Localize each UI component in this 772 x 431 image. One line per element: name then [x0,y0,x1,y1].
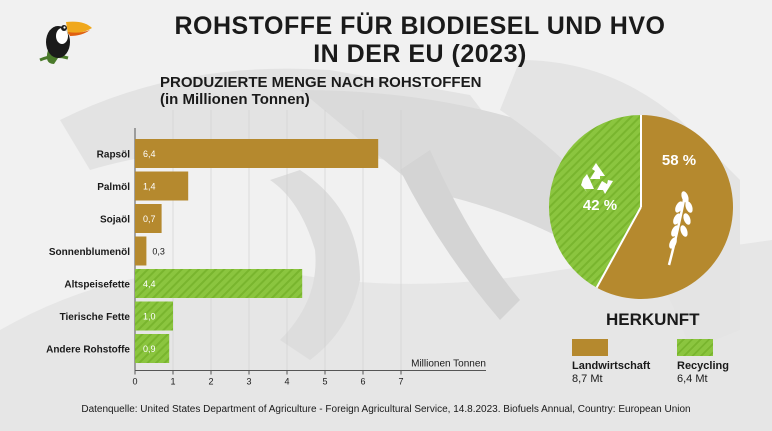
recycle-icon [581,163,613,194]
bar-3 [135,236,147,266]
x-tick-label: 5 [322,377,327,387]
value-label: 0,7 [143,214,156,224]
legend-landwirtschaft: Landwirtschaft 8,7 Mt [572,339,650,386]
page-title: ROHSTOFFE FÜR BIODIESEL UND HVO IN DER E… [160,12,680,68]
pie-label-recycling: 42 % [583,197,617,214]
bar-0 [135,139,379,168]
x-tick-label: 4 [284,377,289,387]
legend-swatch-recycling [677,339,713,356]
subtitle-line-2: (in Millionen Tonnen) [160,91,310,108]
x-tick-label: 2 [208,377,213,387]
bar-2 [135,204,162,233]
bar-5 [135,301,173,331]
x-tick-label: 6 [360,377,365,387]
legend-label-recycling: Recycling [677,360,729,372]
legend-amount-landwirtschaft: 8,7 Mt [572,373,603,385]
x-tick-label: 0 [132,377,137,387]
wheat-icon [667,191,693,266]
pie-label-landwirtschaft: 58 % [662,152,696,169]
x-tick-label: 7 [398,377,403,387]
category-label: Andere Rohstoffe [46,345,130,356]
bar-6 [135,334,170,363]
category-label: Altspeisefette [64,280,130,291]
value-label: 0,3 [152,247,165,257]
bar-4 [135,269,303,298]
pie-title: HERKUNFT [606,310,700,329]
legend-recycling: Recycling 6,4 Mt [677,339,729,386]
value-label: 1,0 [143,312,156,322]
category-label: Sojaöl [100,215,130,226]
category-label: Tierische Fette [60,312,131,323]
value-label: 1,4 [143,182,156,192]
value-label: 0,9 [143,344,156,354]
bar-1 [135,171,189,201]
x-axis-title: Millionen Tonnen [411,359,486,370]
category-label: Sonnenblumenöl [49,247,130,258]
pie-slice-recycling [549,115,641,288]
chart-subtitle: PRODUZIERTE MENGE NACH ROHSTOFFEN (in Mi… [160,74,481,108]
title-line-2: IN DER EU (2023) [313,40,527,68]
source-note: Datenquelle: United States Department of… [81,404,691,415]
x-tick-label: 1 [170,377,175,387]
x-tick-label: 3 [246,377,251,387]
title-line-1: ROHSTOFFE FÜR BIODIESEL UND HVO [174,12,666,40]
value-label: 6,4 [143,149,156,159]
category-label: Rapsöl [97,150,131,161]
pie-separator [595,206,642,289]
category-label: Palmöl [97,182,130,193]
pie-slice-landwirtschaft [596,115,734,300]
value-label: 4,4 [143,279,156,289]
toucan-logo [34,14,96,71]
subtitle-line-1: PRODUZIERTE MENGE NACH ROHSTOFFEN [160,74,482,91]
legend-label-landwirtschaft: Landwirtschaft [572,360,651,372]
legend-amount-recycling: 6,4 Mt [677,373,708,385]
legend-swatch-landwirtschaft [572,339,608,356]
